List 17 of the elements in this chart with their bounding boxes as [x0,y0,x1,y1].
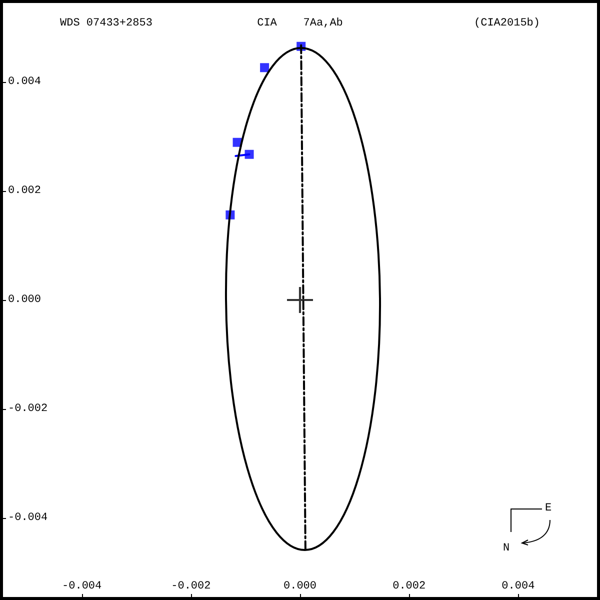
point [287,287,313,313]
x-tick-label: -0.004 [62,580,102,592]
annotation: WDS 07433+2853 [60,18,152,30]
x-tick-label: 0.002 [392,580,426,592]
y-tick-label: 0.004 [8,76,42,88]
y-tick-label: 0.000 [8,294,42,306]
y-tick-label: -0.004 [8,512,48,524]
x-tick-label: 0.004 [502,580,536,592]
y-tick-label: -0.002 [8,403,48,416]
x-tick-label: 0.000 [283,580,317,592]
annotation: E [545,502,552,514]
annotation: (CIA2015b) [474,18,540,30]
annotation: N [503,542,510,554]
x-tick-label: -0.002 [171,580,211,592]
y-tick-label: 0.002 [8,184,42,197]
text: CIA 7Aa,Ab [257,18,343,30]
point [260,63,270,72]
